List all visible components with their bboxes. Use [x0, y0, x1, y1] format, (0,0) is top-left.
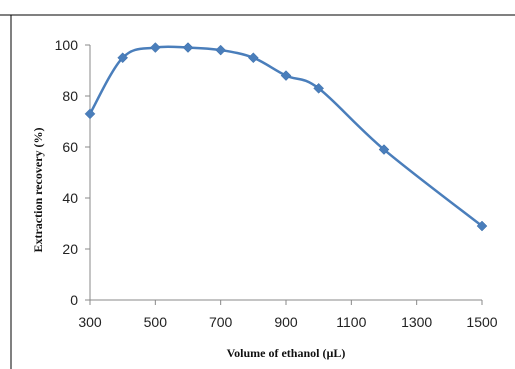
x-tick-label: 900 [274, 314, 298, 330]
x-ticks: 300 500 700 900 1100 1300 1500 [78, 300, 498, 330]
data-point-marker [280, 70, 292, 81]
y-tick-label: 100 [55, 37, 79, 53]
y-tick-label: 20 [62, 241, 78, 257]
data-point-marker [149, 42, 161, 53]
data-point-marker [215, 44, 227, 56]
y-tick-label: 80 [62, 88, 78, 104]
x-tick-label: 1100 [336, 314, 366, 330]
x-tick-label: 1300 [401, 314, 432, 330]
data-point-marker [476, 220, 488, 232]
x-tick-label: 1500 [466, 314, 497, 330]
y-tick-label: 40 [62, 190, 78, 206]
plot-area [84, 42, 488, 232]
data-point-marker [313, 82, 325, 94]
y-tick-label: 0 [70, 292, 78, 308]
x-tick-label: 700 [209, 314, 233, 330]
series-line [88, 45, 483, 228]
axes [89, 45, 482, 301]
data-point-marker [84, 108, 96, 120]
x-tick-label: 300 [78, 314, 102, 330]
data-point-marker [378, 144, 390, 155]
y-ticks: 0 20 40 60 80 100 [55, 37, 90, 308]
chart-border [0, 14, 515, 369]
y-axis-title: Extraction recovery (%) [31, 127, 45, 252]
y-tick-label: 60 [62, 139, 78, 155]
data-point-marker [182, 42, 194, 53]
x-tick-label: 500 [144, 314, 168, 330]
x-axis-title: Volume of ethanol (µL) [227, 346, 346, 360]
data-point-marker [117, 52, 129, 64]
data-point-marker [247, 52, 259, 64]
